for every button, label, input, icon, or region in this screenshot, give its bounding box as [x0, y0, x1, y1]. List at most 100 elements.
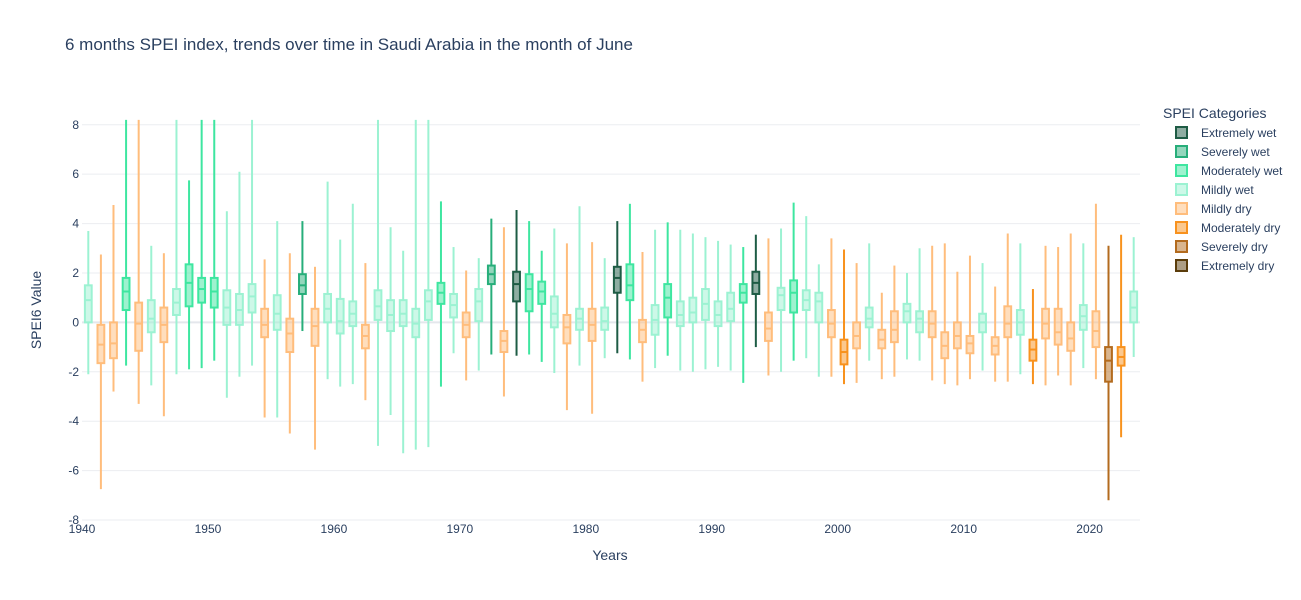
box-body — [537, 280, 547, 305]
box-1960 — [335, 239, 345, 387]
legend-swatch — [1175, 126, 1188, 139]
y-tick-label: 6 — [72, 167, 79, 181]
box-2012 — [990, 286, 1000, 382]
legend-label: Mildly wet — [1201, 183, 1254, 197]
box-body — [1066, 321, 1076, 352]
legend-item[interactable]: Mildly dry — [1175, 202, 1252, 216]
legend: SPEI Categories Extremely wet Severely we… — [1163, 105, 1283, 273]
box-2011 — [978, 263, 987, 371]
box-2005 — [902, 272, 912, 360]
box-1993 — [751, 234, 761, 348]
legend-item[interactable]: Mildly wet — [1175, 183, 1254, 197]
box-1985 — [650, 229, 660, 369]
box-body — [247, 283, 257, 314]
box-body — [197, 276, 207, 304]
box-1954 — [260, 259, 270, 418]
legend-item[interactable]: Severely dry — [1175, 240, 1268, 254]
box-body — [814, 291, 824, 324]
legend-item[interactable]: Extremely dry — [1175, 259, 1274, 273]
box-body — [285, 317, 295, 354]
box-1963 — [373, 119, 383, 446]
box-1945 — [146, 245, 156, 386]
legend-item[interactable]: Extremely wet — [1175, 126, 1277, 140]
box-body — [713, 300, 723, 328]
legend-swatch — [1175, 183, 1188, 196]
box-body — [965, 334, 975, 355]
box-body — [1053, 307, 1063, 346]
box-body — [562, 313, 572, 345]
box-1988 — [688, 233, 698, 372]
box-body — [134, 301, 144, 352]
x-tick-label: 1960 — [321, 522, 348, 536]
box-1949 — [197, 119, 207, 369]
x-tick-label: 1950 — [195, 522, 222, 536]
box-1979 — [575, 206, 584, 366]
box-body — [298, 273, 307, 295]
box-body — [512, 270, 521, 303]
box-2009 — [952, 271, 962, 386]
box-body — [260, 307, 270, 339]
legend-label: Extremely wet — [1201, 126, 1277, 140]
box-1994 — [764, 238, 773, 376]
box-1968 — [436, 201, 446, 387]
legend-swatch — [1175, 259, 1188, 272]
y-tick-label: -2 — [68, 365, 79, 379]
box-1953 — [247, 119, 257, 366]
chart-title: 6 months SPEI index, trends over time in… — [65, 35, 633, 54]
box-1986 — [663, 222, 673, 356]
box-1970 — [461, 270, 471, 381]
box-1984 — [638, 251, 647, 382]
box-2019 — [1078, 243, 1088, 369]
legend-label: Extremely dry — [1201, 259, 1274, 273]
x-axis-ticks: 1940 1950 1960 1970 1980 1990 2000 2010 2020 — [69, 522, 1104, 536]
box-body — [675, 300, 685, 328]
box-1967 — [423, 119, 433, 448]
box-1966 — [411, 119, 421, 450]
legend-item[interactable]: Moderately wet — [1175, 164, 1283, 178]
x-axis-title: Years — [592, 547, 627, 563]
box-1997 — [801, 216, 811, 359]
legend-label: Moderately dry — [1201, 221, 1280, 235]
box-body — [1091, 310, 1101, 349]
box-2014 — [1015, 243, 1025, 375]
box-body — [121, 276, 131, 312]
box-2010 — [965, 255, 975, 380]
legend-label: Severely dry — [1201, 240, 1268, 254]
box-1971 — [474, 258, 484, 371]
box-2018 — [1066, 233, 1076, 386]
box-2001 — [852, 263, 862, 383]
legend-label: Mildly dry — [1201, 202, 1252, 216]
box-1961 — [348, 203, 358, 385]
legend-swatch — [1175, 240, 1188, 253]
legend-item[interactable]: Moderately dry — [1175, 221, 1280, 235]
box-1947 — [172, 119, 181, 375]
legend-item[interactable]: Severely wet — [1175, 145, 1270, 159]
box-2007 — [927, 245, 937, 381]
box-body — [109, 321, 118, 360]
box-body — [638, 318, 647, 344]
box-1941 — [96, 254, 106, 490]
box-1958 — [310, 266, 320, 450]
legend-swatch — [1175, 202, 1188, 215]
box-1991 — [726, 244, 736, 371]
y-tick-label: -6 — [68, 464, 79, 478]
legend-swatch — [1175, 145, 1188, 158]
box-body — [600, 306, 610, 331]
box-1959 — [323, 181, 333, 380]
box-body — [474, 288, 484, 323]
box-body — [889, 310, 899, 344]
box-1976 — [537, 250, 547, 362]
grid-lines — [82, 124, 1140, 521]
box-1987 — [675, 229, 685, 371]
box-1965 — [398, 250, 408, 454]
box-1992 — [738, 247, 748, 383]
legend-label: Moderately wet — [1201, 164, 1283, 178]
box-2023 — [1129, 237, 1139, 357]
legend-swatch — [1175, 164, 1188, 177]
box-1969 — [449, 247, 458, 354]
y-tick-label: 2 — [72, 266, 79, 280]
legend-swatch — [1175, 221, 1188, 234]
x-tick-label: 2010 — [950, 522, 977, 536]
box-1940 — [83, 230, 93, 375]
